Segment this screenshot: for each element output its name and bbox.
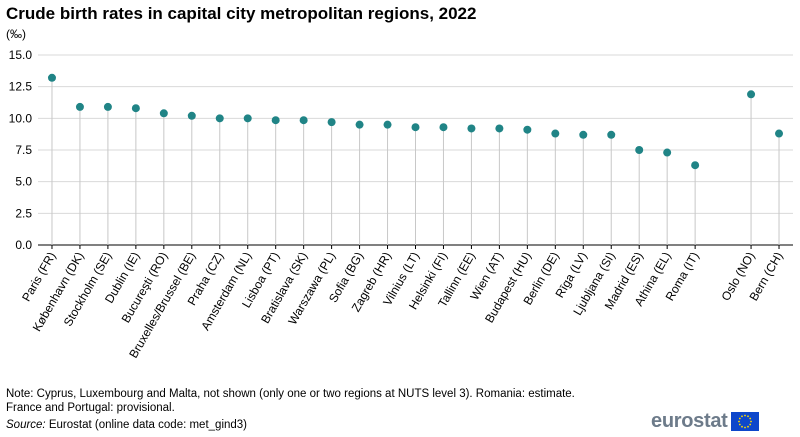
flag-star xyxy=(738,423,741,425)
flag-star xyxy=(746,414,749,417)
data-point xyxy=(635,146,644,154)
data-point xyxy=(243,114,252,123)
data-point xyxy=(159,109,168,118)
data-point xyxy=(523,125,532,134)
flag-star xyxy=(740,414,743,417)
flag-star xyxy=(737,420,740,422)
note-line-2: France and Portugal: provisional. xyxy=(6,402,175,414)
unit-label: (‰) xyxy=(6,27,26,41)
data-point xyxy=(299,116,308,125)
data-point xyxy=(663,148,672,157)
flag-star xyxy=(749,420,752,422)
flag-star xyxy=(748,417,751,419)
y-tick-label: 5.0 xyxy=(15,175,32,189)
data-point xyxy=(355,120,364,129)
data-point xyxy=(187,111,196,120)
data-point xyxy=(607,130,616,139)
data-point xyxy=(75,102,84,111)
data-point xyxy=(411,123,420,132)
flag-star xyxy=(740,425,743,428)
data-point xyxy=(691,161,700,170)
y-tick-label: 15.0 xyxy=(9,48,33,62)
data-point xyxy=(47,73,56,82)
note-line-1: Note: Cyprus, Luxembourg and Malta, not … xyxy=(6,388,575,400)
data-point xyxy=(131,104,140,113)
y-tick-label: 12.5 xyxy=(9,80,33,94)
y-tick-label: 2.5 xyxy=(15,206,32,220)
flag-star xyxy=(743,426,746,428)
source-text: Eurostat (online data code: met_gind3) xyxy=(45,419,248,431)
data-point xyxy=(215,114,224,123)
source-label: Source: xyxy=(6,419,46,431)
data-point xyxy=(271,116,280,125)
data-point xyxy=(579,130,588,139)
data-point xyxy=(495,124,504,133)
eu-flag-icon xyxy=(730,411,759,431)
data-point xyxy=(103,102,112,111)
logo-text: eurostat xyxy=(651,409,728,432)
data-point xyxy=(383,120,392,129)
source-line: Source: Eurostat (online data code: met_… xyxy=(6,418,247,433)
eurostat-logo: eurostat xyxy=(651,409,759,432)
data-point xyxy=(551,129,560,138)
data-point xyxy=(747,90,756,99)
data-point xyxy=(775,129,784,138)
y-tick-label: 0.0 xyxy=(15,238,32,252)
flag-star xyxy=(743,414,746,416)
y-tick-label: 7.5 xyxy=(15,143,32,157)
data-point xyxy=(327,118,336,127)
chart-title: Crude birth rates in capital city metrop… xyxy=(6,4,477,23)
flag-star xyxy=(738,417,741,419)
flag-star xyxy=(746,425,749,428)
y-tick-label: 10.0 xyxy=(9,111,33,125)
data-point xyxy=(439,123,448,132)
flag-star xyxy=(748,423,751,425)
data-point xyxy=(467,124,476,133)
